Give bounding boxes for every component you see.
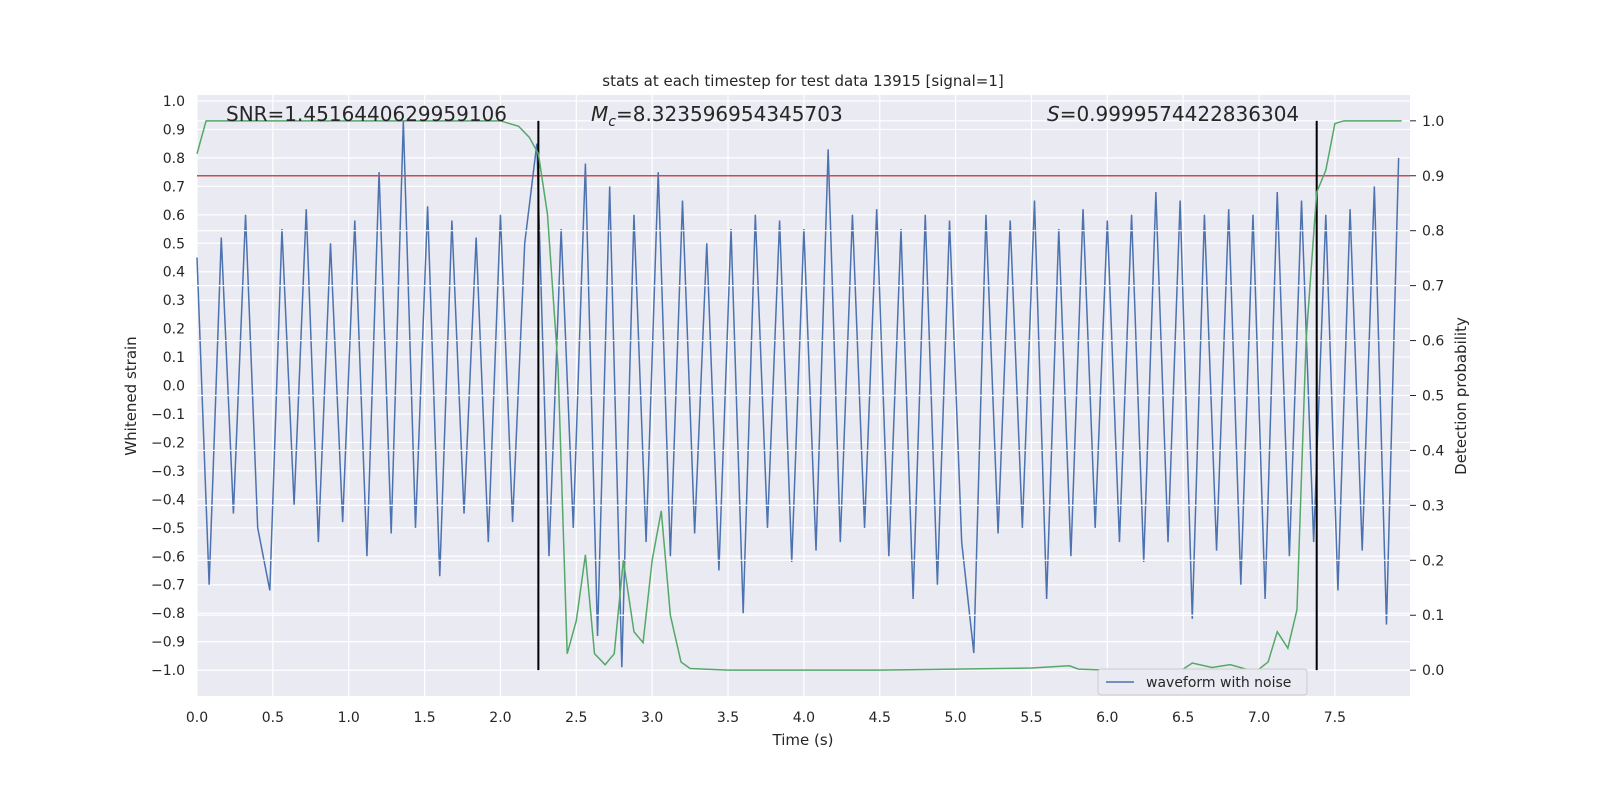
y2-tick-label: 0.5 — [1422, 389, 1444, 405]
y-tick-label: 0.2 — [163, 322, 185, 338]
y-tick-label: 0.4 — [163, 265, 185, 281]
y2-tick-label: 0.1 — [1422, 608, 1444, 624]
x-tick-label: 2.5 — [565, 710, 587, 726]
x-tick-label: 1.0 — [338, 710, 360, 726]
x-tick-label: 7.0 — [1248, 710, 1270, 726]
y-tick-label: −0.3 — [151, 464, 185, 480]
y2-tick-label: 0.0 — [1422, 663, 1444, 679]
y2-tick-label: 0.2 — [1422, 553, 1444, 569]
y-tick-label: 0.1 — [163, 350, 185, 366]
annotation-text: =0.9999574422836304 — [1060, 102, 1299, 126]
x-tick-label: 4.5 — [869, 710, 891, 726]
annotation: SNR=1.4516440629959106 — [226, 102, 507, 126]
x-tick-label: 0.0 — [186, 710, 208, 726]
y2-axis-label: Detection probability — [1452, 317, 1470, 475]
y2-tick-label: 1.0 — [1422, 114, 1444, 130]
annotation-symbol: S — [1047, 102, 1060, 126]
y-tick-label: −0.1 — [151, 407, 185, 423]
y-tick-label: −0.7 — [151, 578, 185, 594]
x-tick-label: 0.5 — [262, 710, 284, 726]
y2-tick-label: 0.6 — [1422, 334, 1444, 350]
x-tick-label: 7.5 — [1324, 710, 1346, 726]
y2-tick-label: 0.3 — [1422, 498, 1444, 514]
x-tick-label: 3.5 — [717, 710, 739, 726]
legend-box — [1097, 668, 1308, 696]
y-tick-label: 1.0 — [163, 94, 185, 110]
annotation-text: SNR=1.4516440629959106 — [226, 102, 507, 126]
x-axis-label: Time (s) — [772, 731, 834, 749]
y-axis-label: Whitened strain — [122, 336, 140, 455]
y-tick-label: −0.2 — [151, 435, 185, 451]
y-tick-label: 0.3 — [163, 293, 185, 309]
annotation-text: =8.323596954345703 — [616, 102, 843, 126]
y-tick-label: 0.8 — [163, 151, 185, 167]
y-tick-label: 0.6 — [163, 208, 185, 224]
y-tick-label: −0.6 — [151, 549, 185, 565]
y2-tick-label: 0.8 — [1422, 224, 1444, 240]
annotation: S=0.9999574422836304 — [1047, 102, 1299, 126]
y-tick-label: −0.8 — [151, 606, 185, 622]
probability-line — [196, 120, 1402, 671]
x-tick-label: 5.5 — [1020, 710, 1042, 726]
x-tick-label: 5.0 — [944, 710, 966, 726]
chart-title: stats at each timestep for test data 139… — [602, 72, 1003, 90]
annotation-symbol: M — [591, 102, 608, 126]
annotation: Mc=8.323596954345703 — [591, 102, 843, 130]
y-tick-label: 0.5 — [163, 236, 185, 252]
x-tick-label: 3.0 — [641, 710, 663, 726]
y-tick-label: −0.4 — [151, 492, 185, 508]
y-tick-label: 0.0 — [163, 379, 185, 395]
annotation-subscript: c — [608, 114, 616, 130]
y-tick-label: 0.9 — [163, 122, 185, 138]
y-tick-label: −0.9 — [151, 635, 185, 651]
x-tick-label: 4.0 — [793, 710, 815, 726]
y-tick-label: −1.0 — [151, 663, 185, 679]
legend-label: waveform with noise — [1146, 675, 1291, 691]
x-tick-label: 6.0 — [1096, 710, 1118, 726]
x-tick-label: 1.5 — [413, 710, 435, 726]
x-tick-label: 2.0 — [489, 710, 511, 726]
y-tick-label: −0.5 — [151, 521, 185, 537]
x-tick-label: 6.5 — [1172, 710, 1194, 726]
y2-tick-label: 0.7 — [1422, 279, 1444, 295]
y-tick-label: 0.7 — [163, 179, 185, 195]
y2-tick-label: 0.9 — [1422, 169, 1444, 185]
y2-tick-label: 0.4 — [1422, 443, 1444, 459]
